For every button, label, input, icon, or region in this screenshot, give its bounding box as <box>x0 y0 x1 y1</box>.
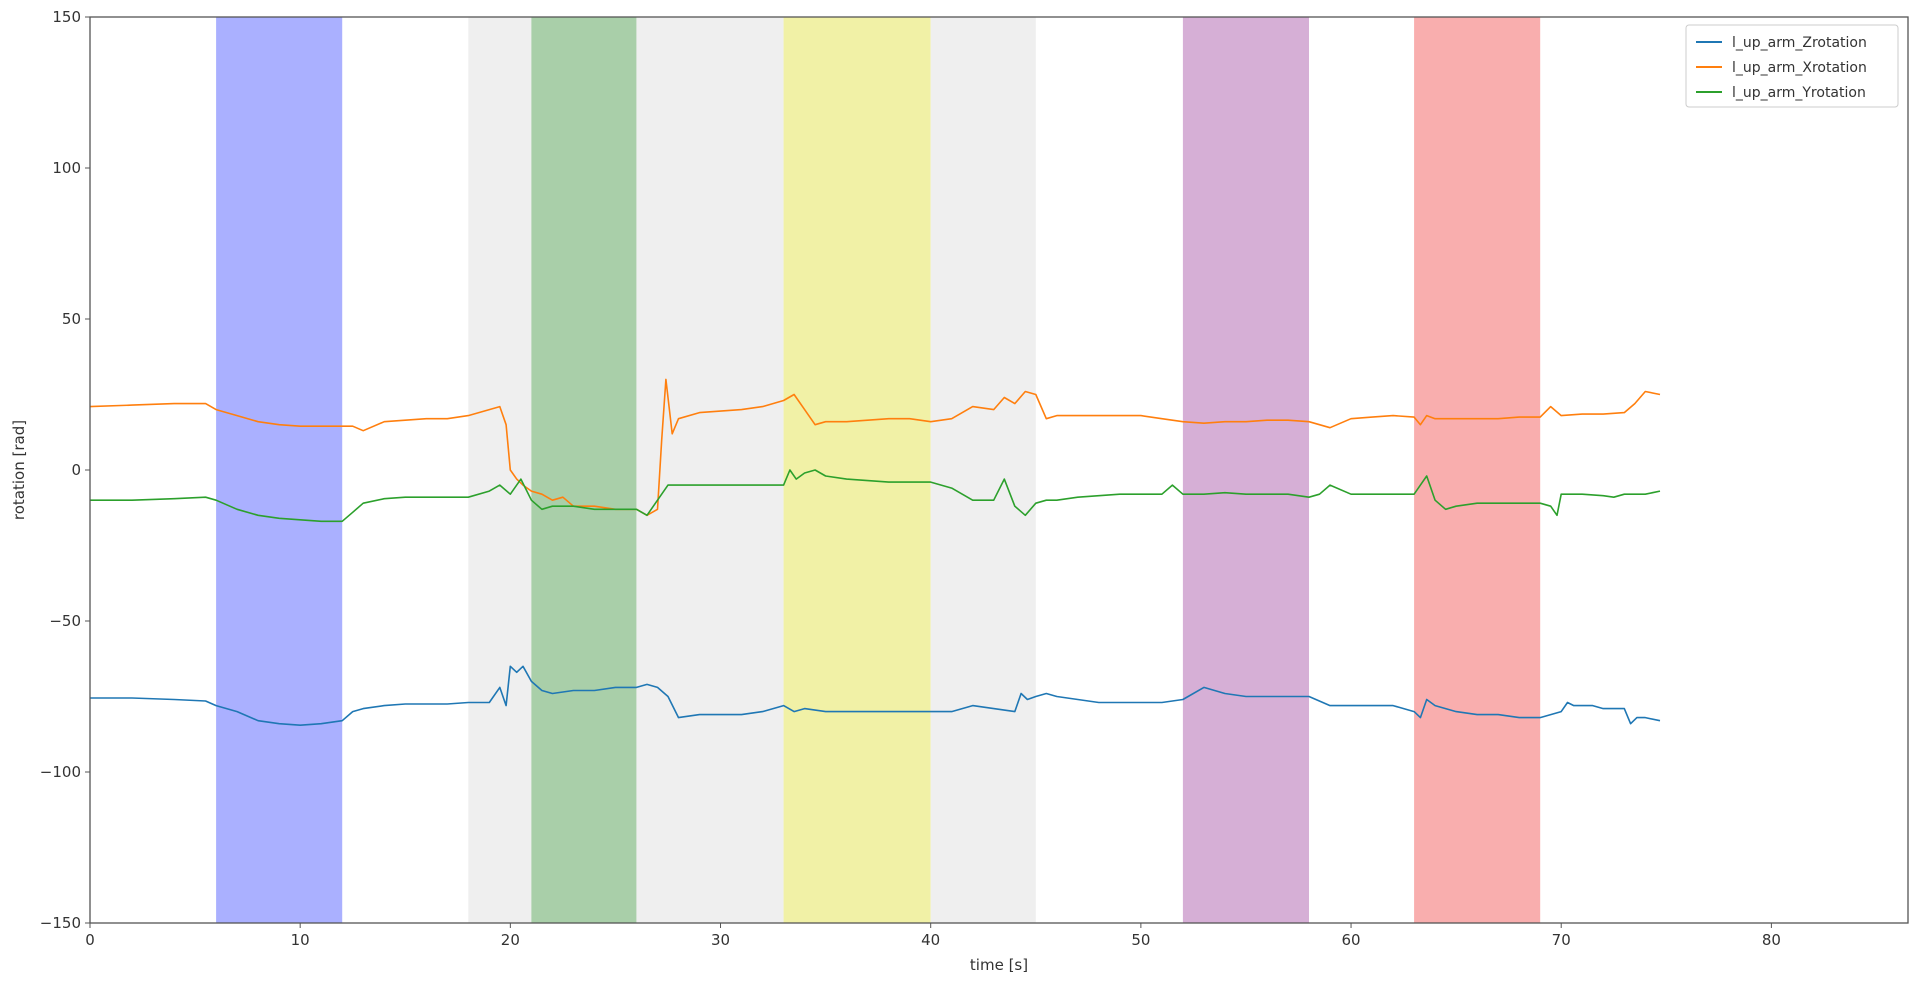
x-axis-title: time [s] <box>970 956 1028 974</box>
legend-label: l_up_arm_Yrotation <box>1732 85 1866 101</box>
series-line-l_up_arm_Zrotation <box>90 665 1661 727</box>
legend-label: l_up_arm_Zrotation <box>1732 35 1867 51</box>
y-axis-title: rotation [rad] <box>10 420 28 520</box>
x-tick-label: 80 <box>1762 931 1781 949</box>
y-tick-label: −150 <box>40 914 81 932</box>
series-lines <box>89 378 1661 727</box>
shaded-region-3 <box>531 17 637 923</box>
y-tick-label: 50 <box>62 310 81 328</box>
x-tick-label: 40 <box>921 931 940 949</box>
shaded-regions <box>216 17 1541 923</box>
x-tick-label: 30 <box>711 931 730 949</box>
series-line-l_up_arm_Yrotation <box>90 469 1661 523</box>
x-tick-label: 70 <box>1552 931 1571 949</box>
y-tick-label: 100 <box>52 159 81 177</box>
shaded-region-7 <box>1182 17 1310 923</box>
y-tick-label: 150 <box>52 8 81 26</box>
x-tick-label: 50 <box>1131 931 1150 949</box>
legend: l_up_arm_Zrotation l_up_arm_Xrotation l_up… <box>1685 24 1899 108</box>
legend-label: l_up_arm_Xrotation <box>1732 60 1867 76</box>
x-tick-label: 20 <box>501 931 520 949</box>
shaded-region-1 <box>216 17 343 923</box>
shaded-region-2 <box>468 17 532 923</box>
legend-box <box>1685 24 1899 108</box>
series-line-l_up_arm_Xrotation <box>89 378 1661 517</box>
axis-ticks: 0 10 20 30 40 50 60 70 80 −150 −100 −50 0 50 100 150 <box>40 8 1781 949</box>
y-tick-label: −100 <box>40 763 81 781</box>
x-tick-label: 0 <box>85 931 95 949</box>
shaded-region-6 <box>930 17 1036 923</box>
shaded-region-5 <box>783 17 931 923</box>
x-tick-label: 60 <box>1341 931 1360 949</box>
shaded-region-8 <box>1414 17 1541 923</box>
y-tick-label: 0 <box>71 461 81 479</box>
y-tick-label: −50 <box>49 612 81 630</box>
x-tick-label: 10 <box>291 931 310 949</box>
shaded-region-4 <box>636 17 784 923</box>
